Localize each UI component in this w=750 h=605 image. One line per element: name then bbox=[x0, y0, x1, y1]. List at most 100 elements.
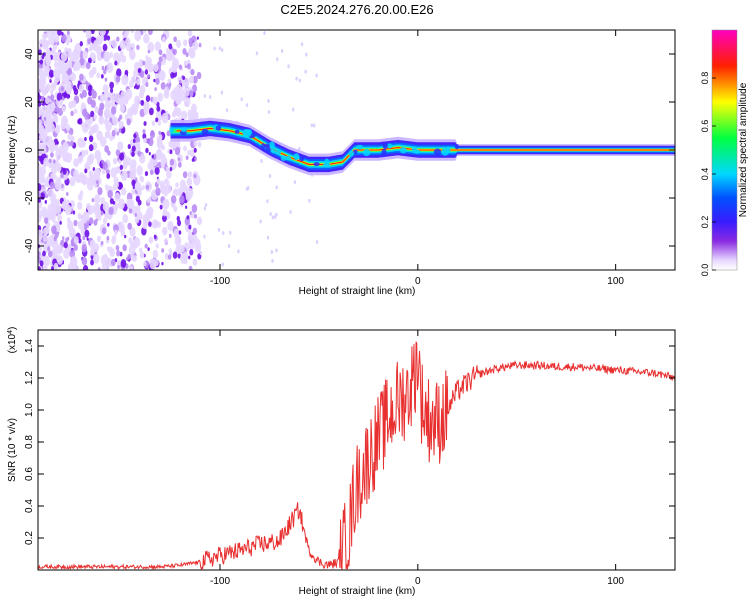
noise-speck bbox=[300, 42, 304, 47]
noise-speck bbox=[152, 249, 159, 259]
noise-speck bbox=[38, 266, 41, 270]
noise-speck bbox=[139, 251, 145, 259]
spectrogram-x-axis: -100 0 100 bbox=[210, 30, 624, 287]
noise-speck bbox=[107, 150, 111, 156]
noise-speck bbox=[73, 158, 80, 168]
noise-speck bbox=[102, 84, 109, 94]
x-tick-label: -100 bbox=[210, 576, 230, 587]
noise-speck bbox=[66, 217, 71, 224]
noise-speck bbox=[50, 94, 55, 101]
noise-speck bbox=[102, 201, 110, 212]
noise-speck bbox=[82, 235, 86, 241]
noise-speck bbox=[49, 79, 52, 83]
y-tick-label: 0.8 bbox=[24, 435, 35, 449]
noise-speck bbox=[119, 104, 126, 113]
noise-speck bbox=[120, 90, 127, 100]
noise-speck bbox=[88, 153, 95, 163]
noise-speck bbox=[81, 243, 87, 253]
noise-speck bbox=[118, 128, 122, 133]
noise-speck bbox=[162, 208, 168, 217]
snr-plot-area bbox=[38, 330, 675, 570]
noise-speck bbox=[77, 201, 83, 210]
noise-speck bbox=[54, 124, 61, 134]
noise-speck bbox=[203, 206, 207, 211]
noise-speck bbox=[59, 99, 63, 105]
noise-speck bbox=[61, 31, 64, 36]
noise-speck bbox=[148, 137, 154, 147]
noise-speck bbox=[267, 98, 270, 103]
ridge-blob bbox=[399, 147, 407, 154]
noise-speck bbox=[111, 106, 117, 115]
noise-speck bbox=[173, 205, 178, 213]
noise-speck bbox=[149, 169, 154, 175]
noise-speck bbox=[172, 251, 178, 259]
noise-speck bbox=[189, 90, 194, 97]
noise-speck bbox=[68, 153, 72, 159]
noise-speck bbox=[276, 57, 279, 62]
noise-speck bbox=[267, 110, 271, 115]
noise-speck bbox=[121, 55, 127, 63]
noise-speck bbox=[117, 264, 120, 270]
noise-speck bbox=[41, 86, 48, 96]
noise-speck bbox=[93, 114, 98, 120]
noise-speck bbox=[142, 129, 146, 135]
noise-speck bbox=[38, 101, 42, 107]
noise-speck bbox=[119, 182, 123, 190]
noise-speck bbox=[164, 86, 170, 95]
noise-speck bbox=[138, 90, 145, 99]
noise-speck bbox=[136, 44, 140, 51]
noise-speck bbox=[43, 52, 46, 57]
noise-speck bbox=[304, 69, 307, 74]
noise-speck bbox=[178, 79, 182, 84]
ridge-blob bbox=[234, 129, 240, 134]
noise-speck bbox=[218, 46, 222, 51]
snr-x-label: Height of straight line (km) bbox=[299, 586, 416, 597]
noise-speck bbox=[153, 234, 157, 239]
noise-speck bbox=[95, 179, 99, 185]
noise-speck bbox=[57, 68, 63, 76]
noise-speck bbox=[103, 118, 109, 126]
noise-speck bbox=[46, 112, 52, 121]
noise-speck bbox=[79, 41, 83, 47]
spectrogram-y-label: Frequency (Hz) bbox=[7, 116, 18, 185]
noise-speck bbox=[131, 151, 135, 157]
noise-speck bbox=[106, 173, 111, 180]
noise-speck bbox=[127, 143, 131, 150]
noise-speck bbox=[90, 110, 95, 118]
noise-speck bbox=[88, 69, 95, 79]
noise-speck bbox=[182, 251, 189, 261]
noise-speck bbox=[149, 258, 157, 270]
y-tick-label: 0.4 bbox=[24, 499, 35, 513]
noise-speck bbox=[93, 168, 101, 179]
noise-speck bbox=[161, 248, 165, 253]
noise-speck bbox=[79, 190, 84, 196]
noise-speck bbox=[73, 108, 78, 115]
noise-speck bbox=[57, 107, 64, 116]
spectrogram-x-label: Height of straight line (km) bbox=[299, 286, 416, 297]
noise-speck bbox=[119, 50, 124, 58]
noise-speck bbox=[74, 60, 81, 71]
noise-speck bbox=[100, 211, 104, 216]
noise-speck bbox=[86, 180, 94, 191]
ridge-blob bbox=[348, 150, 354, 157]
figure-title: C2E5.2024.276.20.00.E26 bbox=[280, 2, 433, 17]
noise-speck bbox=[120, 259, 127, 268]
noise-speck bbox=[133, 236, 141, 248]
noise-speck bbox=[38, 173, 45, 184]
noise-speck bbox=[157, 119, 162, 126]
noise-speck bbox=[245, 103, 249, 108]
noise-speck bbox=[81, 89, 87, 98]
noise-speck bbox=[142, 60, 146, 66]
noise-speck bbox=[191, 234, 198, 245]
noise-speck bbox=[168, 233, 172, 239]
noise-speck bbox=[102, 253, 109, 262]
noise-speck bbox=[143, 33, 150, 44]
noise-speck bbox=[255, 51, 259, 56]
noise-speck bbox=[240, 97, 243, 102]
noise-speck bbox=[162, 226, 168, 236]
noise-speck bbox=[119, 152, 125, 161]
noise-speck bbox=[142, 221, 148, 230]
noise-speck bbox=[102, 43, 108, 52]
noise-speck bbox=[185, 191, 192, 202]
